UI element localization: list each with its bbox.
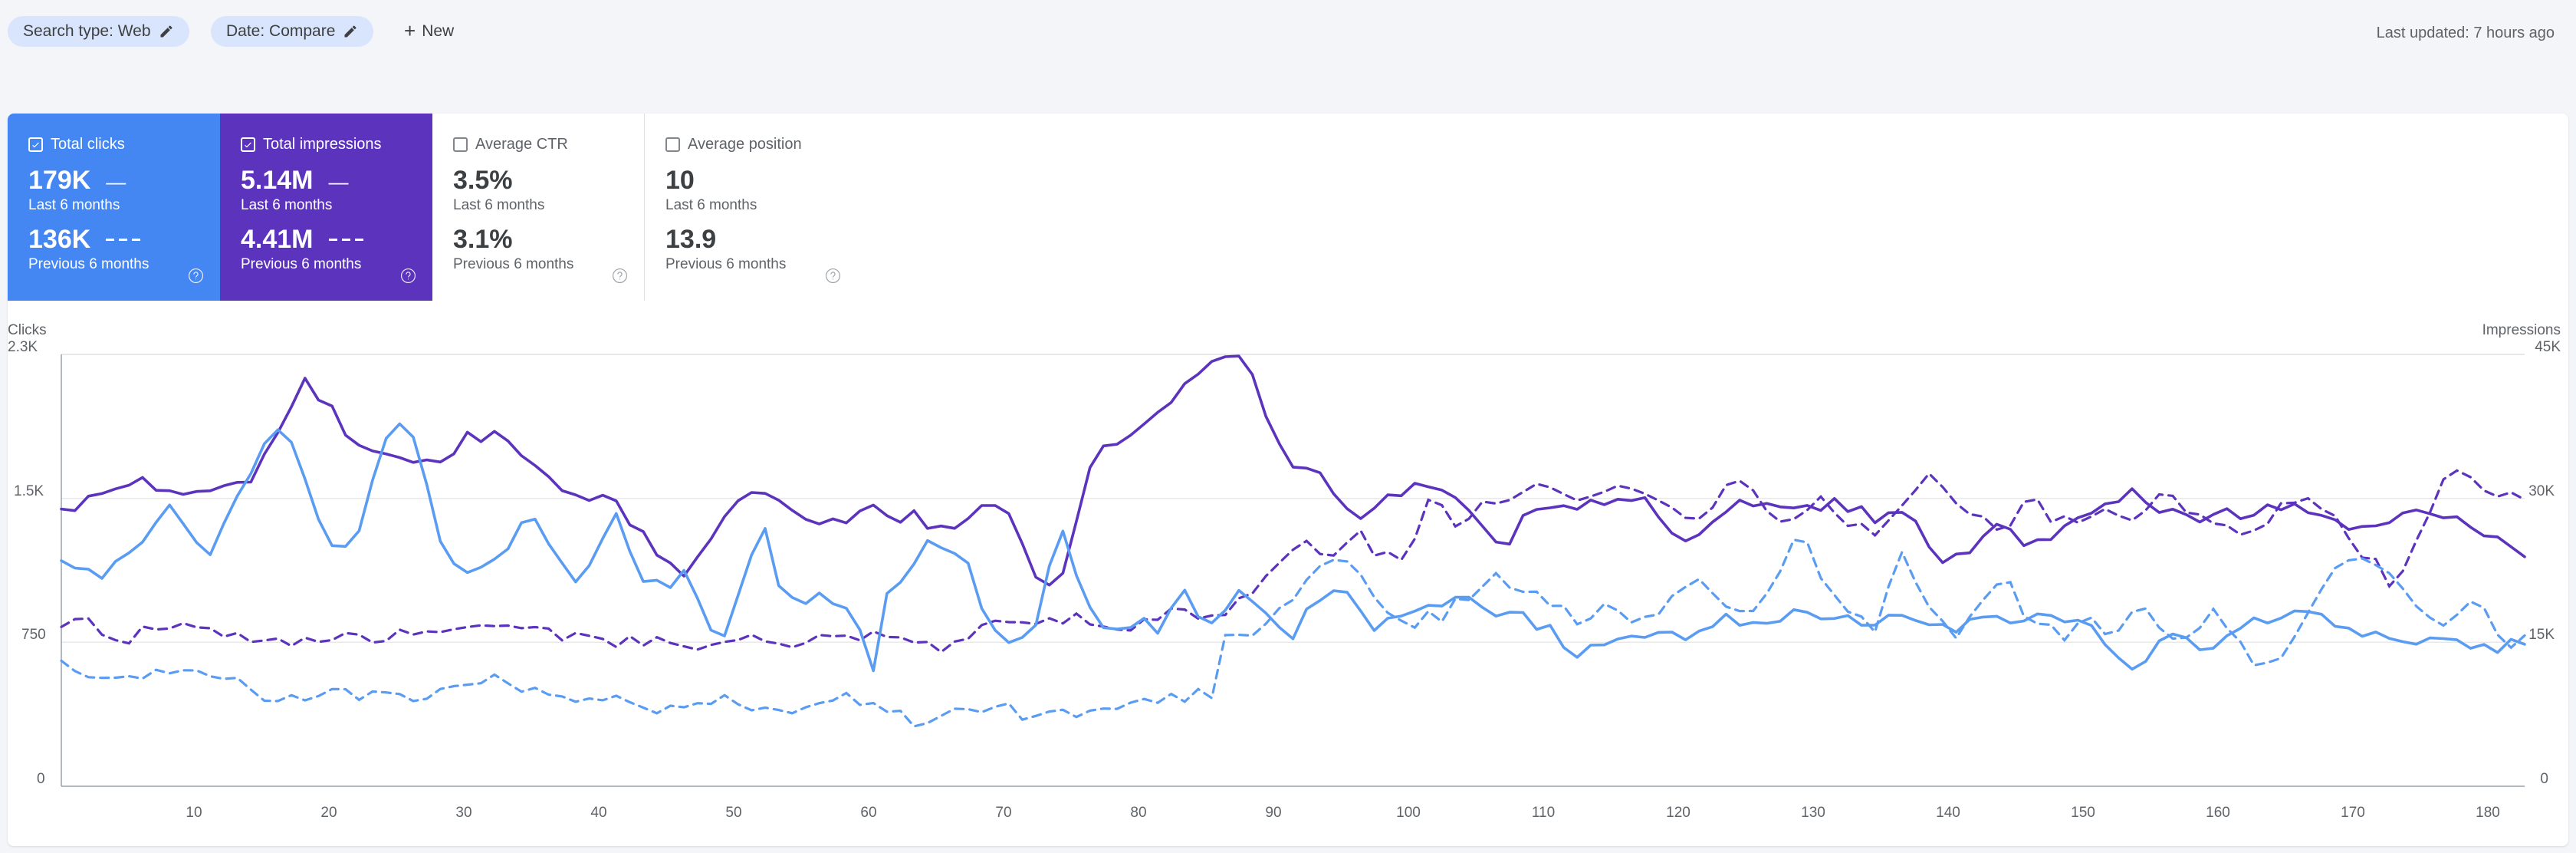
svg-text:150: 150 — [2071, 805, 2095, 817]
svg-text:60: 60 — [860, 805, 876, 817]
svg-text:170: 170 — [2341, 805, 2365, 817]
svg-text:100: 100 — [1396, 805, 1421, 817]
svg-text:180: 180 — [2476, 805, 2500, 817]
svg-text:80: 80 — [1130, 805, 1146, 817]
svg-text:20: 20 — [320, 805, 337, 817]
svg-text:120: 120 — [1666, 805, 1691, 817]
svg-text:90: 90 — [1265, 805, 1281, 817]
svg-text:40: 40 — [590, 805, 606, 817]
svg-text:10: 10 — [186, 805, 202, 817]
svg-text:160: 160 — [2206, 805, 2230, 817]
svg-text:50: 50 — [725, 805, 741, 817]
svg-text:130: 130 — [1801, 805, 1825, 817]
svg-text:30: 30 — [455, 805, 472, 817]
svg-text:140: 140 — [1936, 805, 1960, 817]
svg-text:110: 110 — [1532, 805, 1555, 817]
svg-text:70: 70 — [995, 805, 1011, 817]
